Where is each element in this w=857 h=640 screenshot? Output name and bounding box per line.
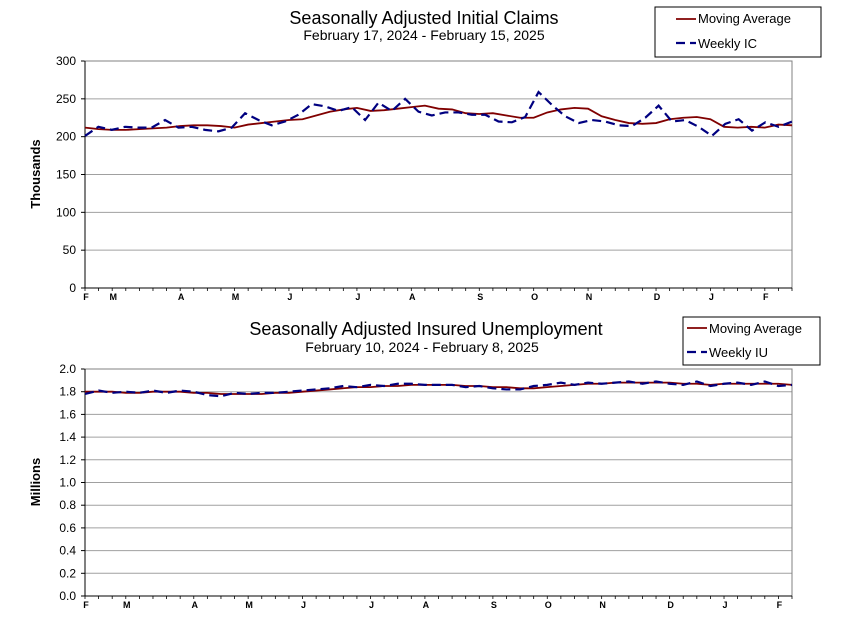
x-tick-label: M	[123, 600, 131, 610]
x-tick-label: F	[777, 600, 783, 610]
y-tick-label: 1.0	[59, 476, 76, 490]
chart-initial-claims: Seasonally Adjusted Initial Claims Febru…	[28, 6, 822, 302]
x-tick-label: M	[232, 292, 240, 302]
y-tick-label: 1.2	[59, 453, 76, 467]
x-tick-label: A	[423, 600, 430, 610]
y-tick-label: 1.6	[59, 407, 76, 421]
y-tick-label: 0.4	[59, 544, 76, 558]
series-line-weekly-iu	[84, 380, 793, 398]
x-tick-label: M	[245, 600, 253, 610]
y-tick-label: 0.6	[59, 521, 76, 535]
legend-moving-average-label: Moving Average	[698, 11, 791, 26]
x-tick-label: O	[531, 292, 538, 302]
x-tick-label: J	[709, 292, 714, 302]
x-tick-label: N	[599, 600, 606, 610]
chart-subtitle: February 10, 2024 - February 8, 2025	[305, 339, 539, 355]
x-tick-label: N	[586, 292, 593, 302]
x-tick-label: A	[409, 292, 416, 302]
y-tick-label: 150	[56, 168, 76, 182]
chart-subtitle: February 17, 2024 - February 15, 2025	[303, 27, 544, 43]
y-tick-label: 2.0	[59, 362, 76, 376]
x-tick-label: S	[477, 292, 483, 302]
x-tick-label: A	[178, 292, 185, 302]
y-tick-label: 100	[56, 205, 76, 219]
x-tick-label: O	[545, 600, 552, 610]
legend-weekly-iu-label: Weekly IU	[709, 345, 768, 360]
y-tick-label: 0.0	[59, 589, 76, 603]
plot-area-insured-unemployment: 0.0 0.2 0.4 0.6 0.8 1.0 1.2 1.4 1.6 1.8 2.0 F M A M J J A…	[59, 362, 793, 610]
y-axis-label: Millions	[28, 458, 43, 506]
chart-title: Seasonally Adjusted Insured Unemployment	[249, 319, 602, 339]
x-tick-label: J	[287, 292, 292, 302]
x-tick-label: D	[667, 600, 674, 610]
y-tick-label: 250	[56, 92, 76, 106]
x-tick-label: F	[83, 600, 89, 610]
plot-area-initial-claims: 0 50 100 150 200 250 300 F M A M J J A S O N D J F	[56, 54, 793, 302]
x-tick-label: J	[301, 600, 306, 610]
legend-moving-average-label: Moving Average	[709, 321, 802, 336]
y-tick-label: 50	[63, 243, 77, 257]
y-tick-label: 1.4	[59, 430, 76, 444]
chart-insured-unemployment: Seasonally Adjusted Insured Unemployment…	[28, 316, 821, 610]
y-tick-label: 0.2	[59, 566, 76, 580]
y-tick-label: 0	[69, 281, 76, 295]
y-axis-label: Thousands	[28, 139, 43, 208]
x-tick-label: A	[192, 600, 199, 610]
x-tick-label: M	[109, 292, 117, 302]
x-tick-label: J	[355, 292, 360, 302]
x-tick-label: J	[369, 600, 374, 610]
x-tick-label: F	[83, 292, 89, 302]
chart-title: Seasonally Adjusted Initial Claims	[289, 8, 558, 28]
legend-weekly-ic-label: Weekly IC	[698, 36, 757, 51]
y-tick-label: 0.8	[59, 498, 76, 512]
x-tick-label: J	[723, 600, 728, 610]
series-line-moving-average	[84, 104, 793, 131]
y-tick-label: 300	[56, 54, 76, 68]
x-tick-label: F	[763, 292, 769, 302]
legend-box	[654, 6, 822, 58]
x-tick-label: S	[491, 600, 497, 610]
legend-box	[682, 316, 821, 366]
y-tick-label: 200	[56, 130, 76, 144]
x-tick-label: D	[654, 292, 661, 302]
y-tick-label: 1.8	[59, 385, 76, 399]
